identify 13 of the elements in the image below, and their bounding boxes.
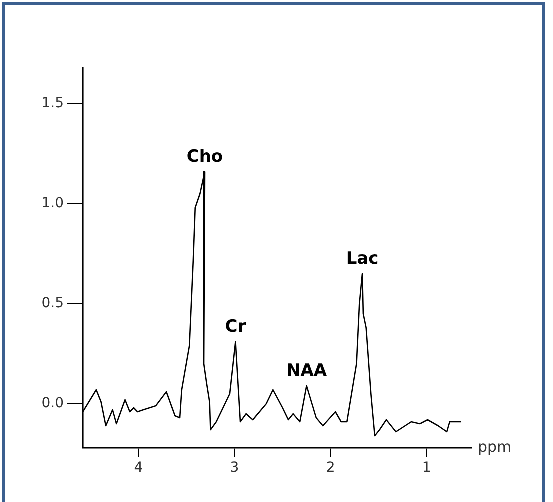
annotation: NAA [286,360,328,381]
y-tick-label: 0.0 [42,396,64,412]
x-tick-label: 4 [134,460,144,476]
x-axis-title: ppm [478,438,512,456]
annotation: Cr [225,316,247,337]
y-tick-label: 1.5 [42,96,64,112]
x-tick-label: 2 [326,460,336,476]
x-tick-label: 1 [422,460,432,476]
annotation: Lac [346,248,379,269]
y-tick-label: 1.0 [42,196,64,212]
annotation: Cho [186,146,224,167]
y-tick-label: 0.5 [42,296,64,312]
x-tick-label: 3 [230,460,240,476]
